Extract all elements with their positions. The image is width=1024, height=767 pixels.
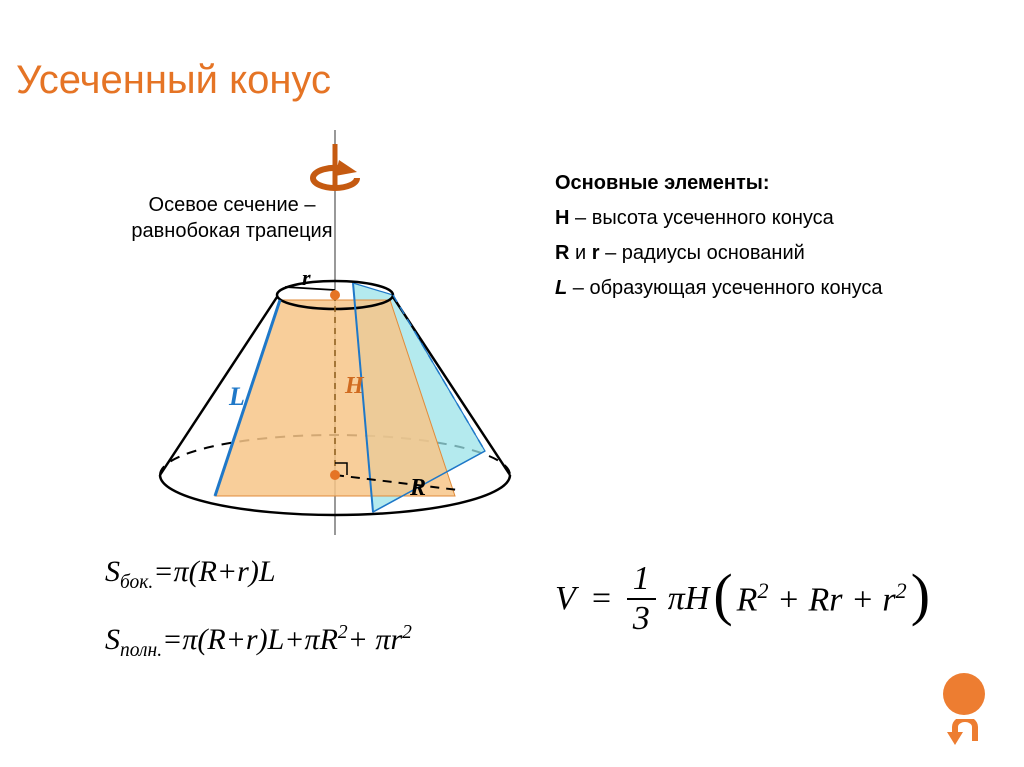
rotation-arrow-icon bbox=[313, 144, 357, 190]
frustum-diagram: r R H L bbox=[135, 130, 535, 540]
return-button[interactable] bbox=[939, 673, 989, 747]
element-h: H – высота усеченного конуса bbox=[555, 207, 883, 230]
page-title: Усеченный конус bbox=[16, 58, 331, 103]
u-turn-arrow-icon bbox=[941, 719, 987, 747]
elements-list: Основные элементы: H – высота усеченного… bbox=[555, 172, 883, 312]
svg-text:L: L bbox=[228, 382, 245, 411]
formula-sbok: Sбок.=π(R+r)L bbox=[105, 555, 276, 594]
element-l: L – образующая усеченного конуса bbox=[555, 277, 883, 300]
circle-icon bbox=[943, 673, 985, 715]
svg-text:R: R bbox=[409, 475, 426, 501]
svg-text:H: H bbox=[344, 373, 365, 399]
formula-volume: V = 1 3 πH ( R2 + Rr + r2 ) bbox=[555, 562, 930, 636]
svg-text:r: r bbox=[302, 265, 311, 290]
formula-spoln: Sполн.=π(R+r)L+πR2+ πr2 bbox=[105, 622, 412, 662]
element-r: R и r – радиусы оснований bbox=[555, 242, 883, 265]
elements-header: Основные элементы: bbox=[555, 172, 883, 195]
